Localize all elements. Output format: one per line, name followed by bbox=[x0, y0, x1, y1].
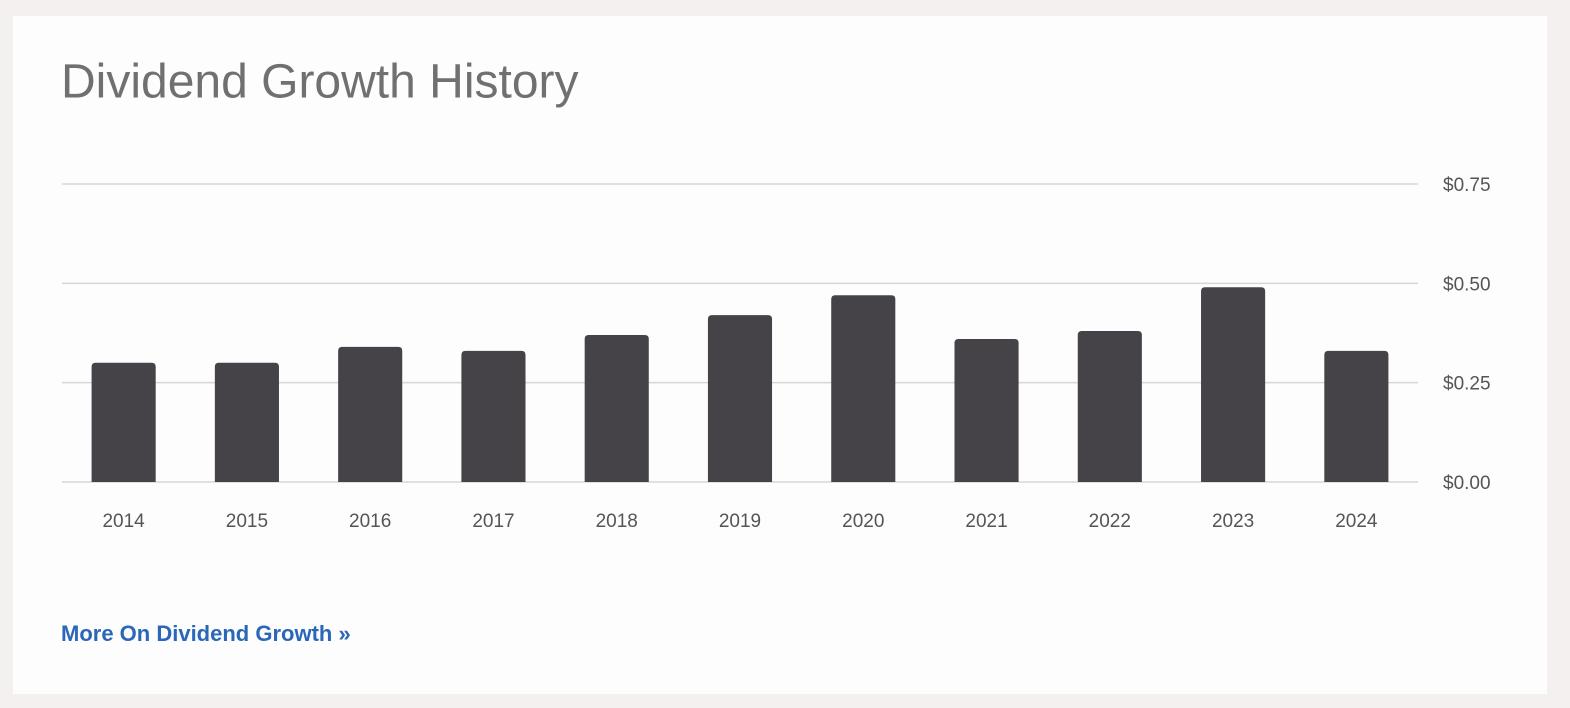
bar bbox=[214, 362, 279, 482]
x-tick-label: 2014 bbox=[102, 511, 145, 532]
x-tick-label: 2019 bbox=[719, 511, 761, 532]
x-tick-label: 2017 bbox=[472, 511, 514, 532]
bar bbox=[831, 295, 896, 482]
bar bbox=[1324, 350, 1389, 482]
bar bbox=[1077, 331, 1142, 482]
bar bbox=[338, 346, 403, 482]
x-tick-label: 2015 bbox=[226, 511, 268, 532]
card bbox=[13, 16, 1547, 694]
x-tick-label: 2022 bbox=[1089, 511, 1131, 532]
y-tick-label: $0.75 bbox=[1443, 175, 1491, 196]
x-tick-label: 2018 bbox=[596, 511, 638, 532]
chart-title: Dividend Growth History bbox=[61, 56, 579, 109]
bar bbox=[584, 334, 649, 482]
x-tick-label: 2016 bbox=[349, 511, 391, 532]
bar bbox=[91, 362, 156, 482]
bar bbox=[954, 338, 1019, 482]
bar bbox=[461, 350, 526, 482]
bar bbox=[707, 315, 773, 482]
y-tick-label: $0.50 bbox=[1443, 274, 1491, 295]
x-tick-label: 2021 bbox=[965, 511, 1007, 532]
y-tick-label: $0.00 bbox=[1443, 473, 1491, 494]
bar bbox=[1201, 287, 1266, 482]
y-tick-label: $0.25 bbox=[1443, 374, 1491, 395]
more-link[interactable]: More On Dividend Growth » bbox=[61, 621, 351, 646]
x-tick-label: 2020 bbox=[842, 511, 884, 532]
x-tick-label: 2023 bbox=[1212, 511, 1254, 532]
x-tick-label: 2024 bbox=[1335, 511, 1378, 532]
